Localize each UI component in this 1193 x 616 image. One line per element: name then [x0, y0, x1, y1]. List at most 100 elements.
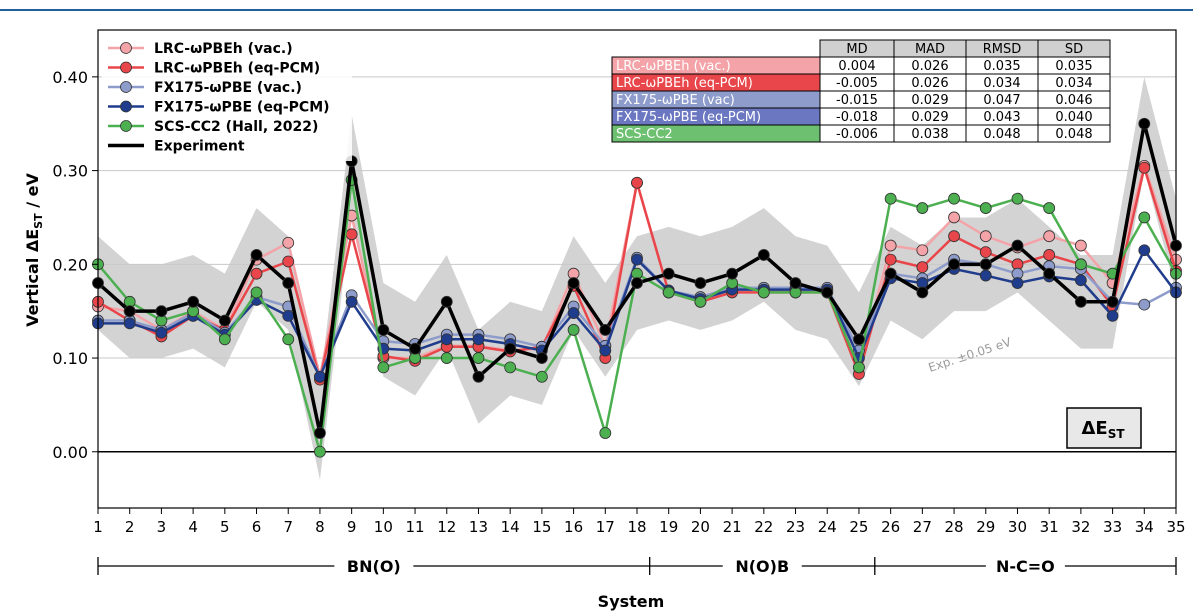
- data-point: [250, 249, 263, 261]
- data-point: [631, 253, 643, 266]
- x-tick-label: 12: [437, 518, 456, 536]
- data-point: [440, 333, 453, 346]
- y-tick-label: 0.00: [52, 443, 88, 462]
- band-label: Exp. ±0.05 eV: [927, 335, 1014, 375]
- x-tick-label: 18: [627, 518, 646, 536]
- data-point: [979, 246, 992, 259]
- x-tick-label: 31: [1040, 518, 1059, 536]
- table-value: -0.015: [836, 93, 878, 108]
- series-lines: [92, 117, 1182, 458]
- table-value: 0.038: [911, 127, 948, 142]
- data-point: [916, 286, 929, 299]
- x-tick-label: 9: [347, 518, 357, 536]
- data-point: [1043, 249, 1056, 261]
- data-point: [1011, 277, 1024, 289]
- legend-label: FX175-ωPBE (eq-PCM): [154, 100, 330, 116]
- y-tick-label: 0.30: [52, 162, 88, 181]
- data-point: [1074, 274, 1087, 287]
- x-tick-label: 10: [374, 518, 393, 536]
- data-point: [916, 244, 929, 257]
- x-tick-label: 29: [976, 518, 995, 536]
- data-point: [250, 286, 263, 299]
- x-tick-label: 11: [406, 518, 425, 536]
- data-point: [1011, 239, 1024, 252]
- data-point: [567, 307, 580, 319]
- data-point: [1138, 117, 1151, 130]
- data-point: [282, 333, 295, 346]
- data-point: [884, 192, 897, 205]
- table-value: 0.043: [983, 110, 1020, 125]
- data-point: [662, 267, 675, 280]
- table-header-label: RMSD: [983, 42, 1022, 57]
- data-point: [440, 295, 453, 308]
- x-tick-label: 1: [93, 518, 103, 536]
- legend-label: SCS-CC2 (Hall, 2022): [154, 119, 318, 135]
- data-point: [948, 230, 960, 243]
- y-tick-label: 0.40: [52, 68, 88, 87]
- legend-label: FX175-ωPBE (vac.): [154, 80, 302, 96]
- data-point: [916, 261, 929, 274]
- data-point: [535, 370, 548, 383]
- x-tick-label: 27: [913, 518, 932, 536]
- table-header-label: SD: [1065, 42, 1083, 57]
- x-tick-label: 3: [157, 518, 167, 536]
- legend: LRC-ωPBEh (vac.) LRC-ωPBEh (eq-PCM) FX175-…: [102, 34, 352, 161]
- x-tick-label: 6: [252, 518, 262, 536]
- table-row-label: LRC-ωPBEh (vac.): [616, 59, 731, 74]
- data-point: [979, 258, 992, 271]
- table-cell: [1037, 124, 1111, 143]
- data-point: [1074, 258, 1087, 271]
- x-tick-label: 8: [315, 518, 325, 536]
- legend-label: LRC-ωPBEh (vac.): [154, 41, 293, 57]
- table-value: 0.004: [838, 59, 875, 74]
- legend-swatch-marker: [120, 100, 132, 113]
- legend-swatch-marker: [120, 61, 132, 74]
- data-point: [123, 305, 136, 318]
- data-point: [726, 267, 739, 280]
- data-point: [884, 253, 897, 266]
- data-point: [504, 361, 517, 374]
- x-tick-label: 13: [469, 518, 488, 536]
- legend-swatch-marker: [120, 42, 132, 54]
- system-groups: BN(O) N(O)B N-C=O: [97, 557, 1177, 576]
- data-point: [631, 277, 643, 289]
- group-label: N-C=O: [996, 557, 1055, 576]
- data-point: [662, 286, 675, 299]
- y-axis-label: Vertical ΔEST / eV: [23, 173, 45, 327]
- table-row-label: SCS-CC2: [616, 127, 673, 142]
- data-point: [377, 324, 390, 336]
- table-value: 0.034: [1055, 76, 1092, 91]
- x-tick-label: 25: [849, 518, 868, 536]
- data-point: [853, 333, 865, 346]
- x-tick-label: 14: [501, 518, 520, 536]
- table-value: 0.029: [911, 93, 948, 108]
- data-point: [1138, 298, 1151, 311]
- data-point: [345, 295, 358, 308]
- x-tick-label: 16: [564, 518, 583, 536]
- table-row-label: FX175-ωPBE (eq-PCM): [616, 110, 761, 125]
- data-point: [1011, 192, 1024, 205]
- x-tick-label: 2: [125, 518, 135, 536]
- data-point: [282, 277, 295, 289]
- table-row-label: FX175-ωPBE (vac): [616, 93, 735, 108]
- x-tick-label: 32: [1071, 518, 1090, 536]
- data-point: [948, 258, 960, 271]
- table-value: 0.046: [1055, 93, 1092, 108]
- table-value: 0.029: [911, 110, 948, 125]
- data-point: [1043, 267, 1056, 280]
- data-point: [757, 286, 770, 299]
- data-point: [187, 295, 200, 308]
- data-point: [409, 342, 421, 355]
- data-point: [916, 202, 929, 214]
- data-point: [377, 361, 390, 374]
- data-point: [472, 333, 485, 346]
- y-tick-label: 0.20: [52, 255, 88, 274]
- legend-box: [102, 34, 352, 161]
- data-point: [314, 370, 326, 383]
- data-point: [250, 267, 263, 280]
- data-point: [1074, 295, 1087, 308]
- data-point: [1138, 211, 1151, 224]
- data-point: [1043, 202, 1056, 214]
- data-point: [821, 286, 834, 299]
